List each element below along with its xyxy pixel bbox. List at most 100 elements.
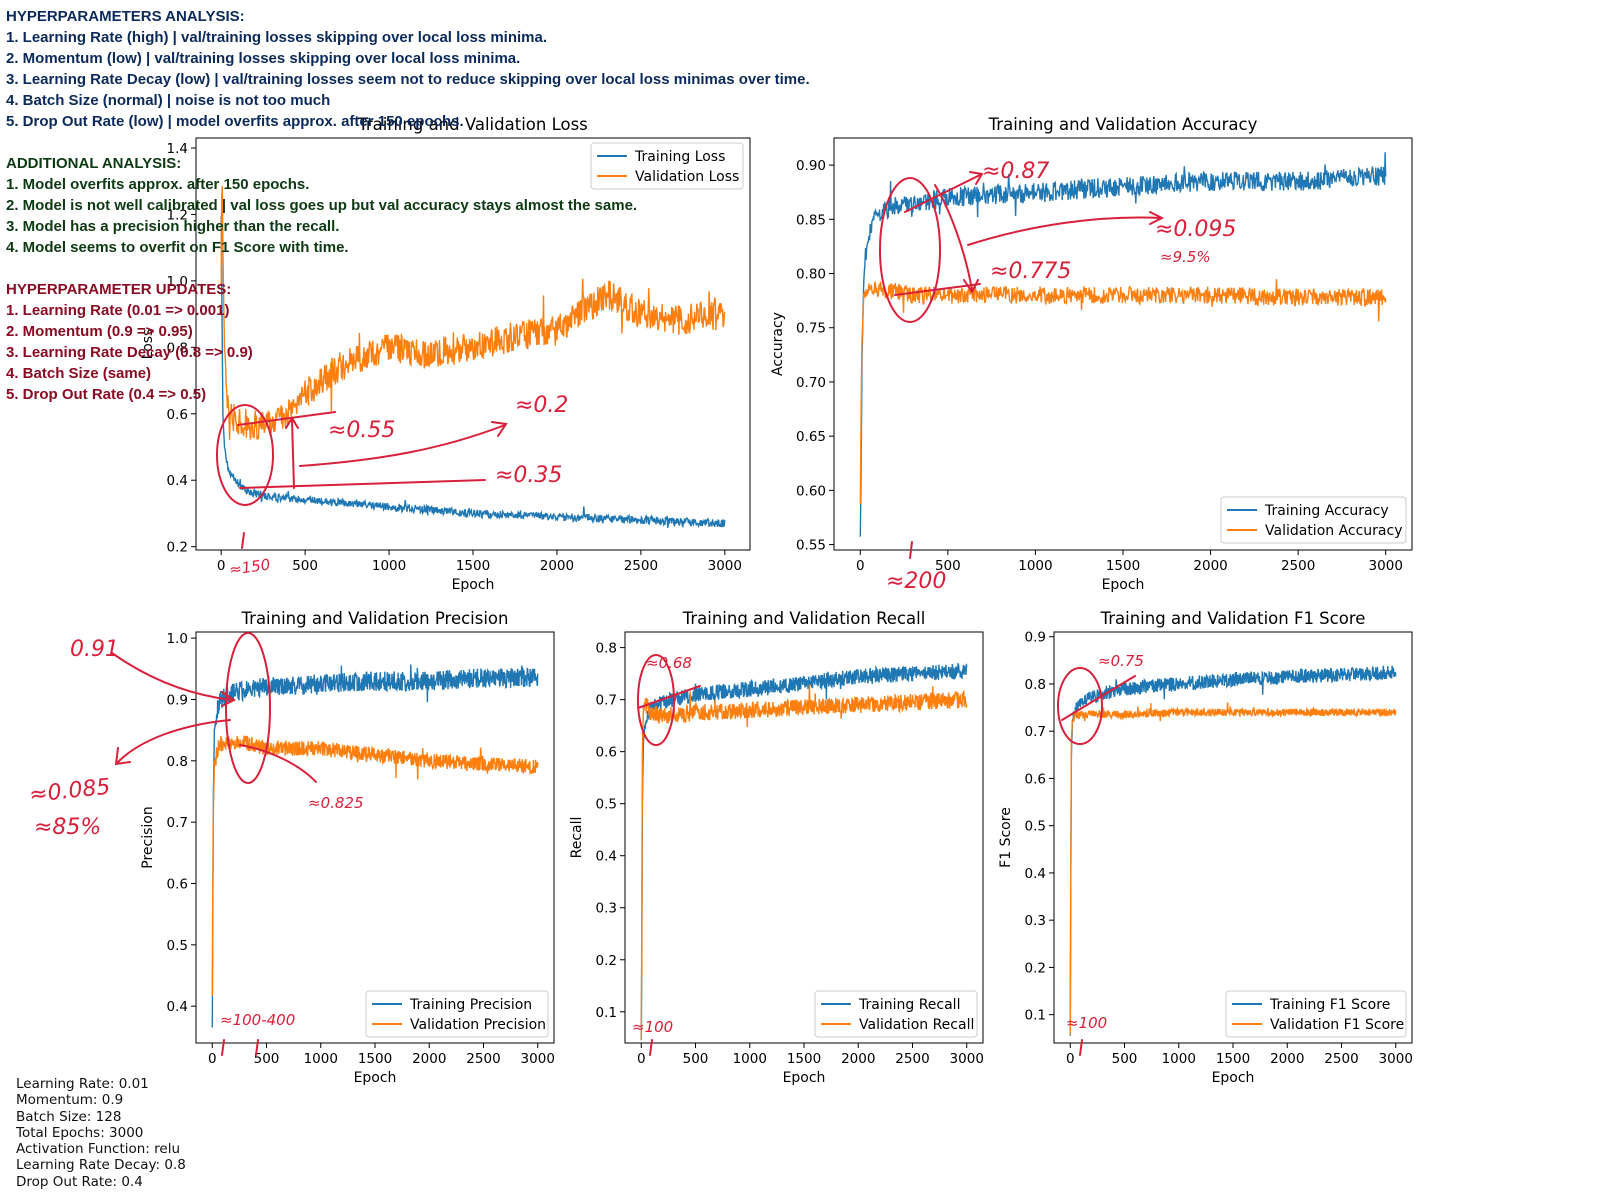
series-line-0 xyxy=(220,215,726,529)
annotation-text: ≈0.095 xyxy=(1155,217,1236,242)
legend-label: Validation Loss xyxy=(635,169,739,185)
y-tick-label: 0.9 xyxy=(167,692,188,708)
y-tick-label: 0.6 xyxy=(596,745,617,761)
y-tick-label: 0.7 xyxy=(1025,724,1046,740)
annotation-text: ≈100 xyxy=(632,1018,673,1036)
x-tick-label: 2500 xyxy=(1324,1051,1358,1067)
chart-2: 0 500 1000 1500 2000 2500 3000 0.4 0.5 0.6 0.7 0.8 0… xyxy=(140,609,555,1086)
annotation-arrow xyxy=(1061,675,1136,721)
x-tick-label: 1000 xyxy=(733,1051,767,1067)
x-tick-label: 0 xyxy=(217,558,226,574)
annotation-text: ≈0.55 xyxy=(328,418,395,443)
annotation-circle xyxy=(1057,667,1103,745)
y-tick-label: 0.1 xyxy=(1025,1008,1046,1024)
training-parameters: Learning Rate: 0.01 Momentum: 0.9 Batch … xyxy=(16,1076,186,1190)
y-tick-label: 1.4 xyxy=(167,141,188,157)
annotation-circle xyxy=(879,177,941,323)
x-tick-label: 3000 xyxy=(1369,558,1403,574)
series-line-1 xyxy=(220,185,726,441)
annotation-text: ≈0.75 xyxy=(1098,652,1144,670)
x-tick-label: 3000 xyxy=(950,1051,984,1067)
y-tick-label: 0.9 xyxy=(1025,630,1046,646)
y-tick-label: 0.4 xyxy=(596,849,617,865)
annotation-mark xyxy=(649,1039,653,1056)
y-tick-label: 0.6 xyxy=(167,407,188,423)
y-tick-label: 0.5 xyxy=(1025,819,1046,835)
series-line-1 xyxy=(1069,702,1397,1035)
x-tick-label: 2500 xyxy=(1281,558,1315,574)
y-tick-label: 1.0 xyxy=(167,631,188,647)
annotation-text: ≈0.87 xyxy=(982,159,1049,184)
legend-label: Training Loss xyxy=(634,149,725,165)
y-axis-label: Precision xyxy=(140,806,156,868)
x-tick-label: 1000 xyxy=(304,1051,338,1067)
annotation-text: ≈85% xyxy=(34,815,101,840)
y-tick-label: 1.0 xyxy=(167,274,188,290)
annotation-text: ≈9.5% xyxy=(1160,248,1211,266)
legend-box xyxy=(1225,990,1407,1038)
annotation-mark xyxy=(241,532,245,549)
param-momentum: Momentum: 0.9 xyxy=(16,1092,124,1109)
legend-label: Training Recall xyxy=(858,997,960,1013)
annotation-text: ≈150 xyxy=(228,555,271,579)
y-tick-label: 0.5 xyxy=(167,938,188,954)
y-tick-label: 0.7 xyxy=(167,815,188,831)
annotation-circle xyxy=(225,632,271,784)
y-axis-label: Recall xyxy=(569,817,585,859)
param-total-epochs: Total Epochs: 3000 xyxy=(16,1124,144,1141)
y-tick-label: 0.85 xyxy=(796,212,826,228)
annotation-arrow xyxy=(237,411,336,426)
chart-4: 0 500 1000 1500 2000 2500 3000 0.1 0.2 0.3 0.4 0.5 0… xyxy=(998,609,1413,1086)
annotation-circle xyxy=(216,404,274,506)
param-activation: Activation Function: relu xyxy=(16,1141,181,1158)
annotation-text: ≈200 xyxy=(886,569,946,594)
x-tick-label: 3000 xyxy=(1379,1051,1413,1067)
y-tick-label: 0.60 xyxy=(796,483,826,499)
y-axis-label: Loss xyxy=(140,329,156,360)
x-axis-label: Epoch xyxy=(354,1070,397,1086)
x-tick-label: 2500 xyxy=(466,1051,500,1067)
legend-label: Training Precision xyxy=(409,997,532,1013)
annotation-arrow xyxy=(239,744,317,783)
series-line-0 xyxy=(640,662,968,1041)
annotation-arrow xyxy=(239,479,486,489)
annotation-text: ≈0.825 xyxy=(308,794,364,812)
y-tick-label: 0.8 xyxy=(167,754,188,770)
x-tick-label: 0 xyxy=(1066,1051,1075,1067)
x-tick-label: 500 xyxy=(292,558,318,574)
x-tick-label: 1000 xyxy=(1162,1051,1196,1067)
y-tick-label: 0.6 xyxy=(167,877,188,893)
legend-box xyxy=(814,990,978,1038)
y-tick-label: 0.55 xyxy=(796,538,826,554)
y-tick-label: 0.8 xyxy=(596,641,617,657)
x-tick-label: 2000 xyxy=(1193,558,1227,574)
y-axis-label: F1 Score xyxy=(998,807,1014,868)
chart-3: 0 500 1000 1500 2000 2500 3000 0.1 0.2 0.3 0.4 0.5 0… xyxy=(569,609,984,1086)
chart-title: Training and Validation F1 Score xyxy=(1100,609,1366,628)
legend-box xyxy=(365,990,549,1038)
annotation-arrow xyxy=(637,685,701,709)
annotation-arrow xyxy=(111,652,236,707)
chart-title: Training and Validation Loss xyxy=(357,115,588,134)
legend-box xyxy=(1220,496,1407,544)
series-line-1 xyxy=(211,735,539,997)
y-tick-label: 0.1 xyxy=(596,1005,617,1021)
x-tick-label: 0 xyxy=(856,558,865,574)
y-tick-label: 0.2 xyxy=(596,953,617,969)
y-tick-label: 0.90 xyxy=(796,158,826,174)
legend-label: Validation Precision xyxy=(410,1017,546,1033)
annotation-text: ≈0.68 xyxy=(646,654,692,672)
legend-label: Validation F1 Score xyxy=(1270,1017,1404,1033)
annotation-arrow xyxy=(299,421,508,467)
legend-label: Training Accuracy xyxy=(1264,503,1389,519)
y-axis-label: Accuracy xyxy=(770,312,786,376)
chart-1: 0 500 1000 1500 2000 2500 3000 0.55 0.60 0.65 0.70… xyxy=(770,115,1413,593)
x-tick-label: 2500 xyxy=(624,558,658,574)
y-tick-label: 0.2 xyxy=(167,540,188,556)
annotation-mark xyxy=(1079,1039,1083,1056)
legend-label: Validation Recall xyxy=(859,1017,974,1033)
param-lr-decay: Learning Rate Decay: 0.8 xyxy=(16,1157,186,1174)
x-tick-label: 500 xyxy=(683,1051,709,1067)
x-tick-label: 1500 xyxy=(456,558,490,574)
